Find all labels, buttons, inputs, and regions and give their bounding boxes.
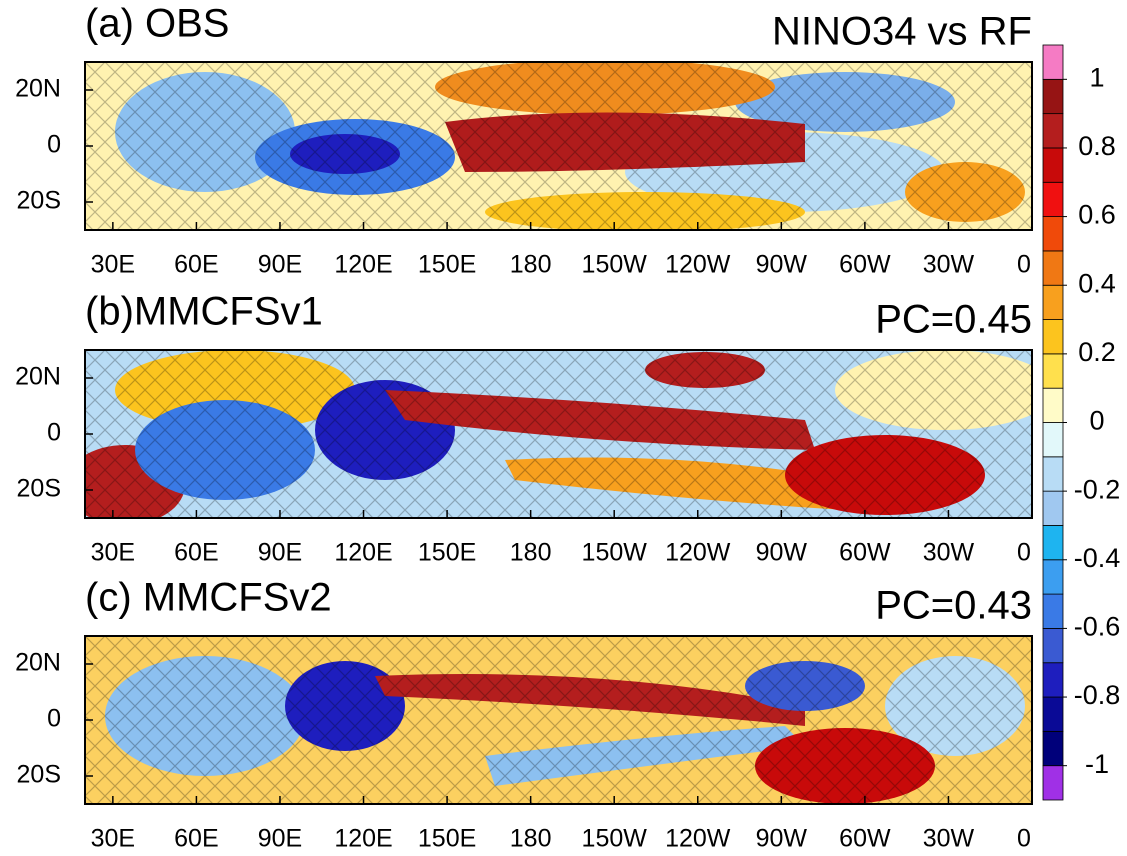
map-field-image	[85, 62, 1032, 230]
colorbar-box	[1042, 147, 1064, 183]
x-tick-label: 120E	[334, 539, 392, 567]
colorbar-box	[1042, 662, 1064, 698]
x-tick-label: 150W	[582, 825, 648, 853]
map-field	[85, 636, 1032, 804]
x-tick-label: 90W	[756, 251, 808, 279]
map-panel: (b)MMCFSv1 PC=0.45 30E 60E 90E 120E 150E 180 150…	[15, 290, 1033, 567]
colorbar-label: 1	[1089, 62, 1104, 92]
x-tick-label: 30E	[91, 825, 135, 853]
colorbar-box	[1042, 353, 1064, 389]
colorbar-box	[1042, 284, 1064, 320]
x-tick-label: 30W	[923, 251, 975, 279]
y-tick-label: 0	[47, 705, 61, 733]
x-tick-label: 0	[1017, 539, 1031, 567]
colorbar-box	[1042, 490, 1064, 526]
map-panel: (a) OBS NINO34 vs RF 30E 60E 90E 120E 150E 180 1…	[15, 2, 1033, 279]
x-tick-label: 180	[510, 825, 552, 853]
y-tick-label: 20S	[17, 475, 61, 503]
x-tick-label: 30E	[91, 539, 135, 567]
colorbar-label: -0.8	[1074, 680, 1121, 710]
colorbar-box	[1042, 78, 1064, 115]
y-tick-label: 20N	[15, 75, 61, 103]
colorbar-box	[1042, 765, 1064, 801]
map-field	[85, 350, 1032, 518]
x-tick-label: 150W	[582, 539, 648, 567]
colorbar-box	[1042, 696, 1064, 732]
colorbar-box	[1042, 44, 1064, 80]
y-tick-label: 0	[47, 419, 61, 447]
colorbar-box	[1042, 559, 1064, 595]
y-tick-label: 20N	[15, 363, 61, 391]
x-tick-label: 120W	[665, 825, 731, 853]
x-tick-label: 30W	[923, 539, 975, 567]
x-tick-label: 30E	[91, 251, 135, 279]
x-tick-label: 90E	[258, 825, 302, 853]
x-tick-label: 150E	[418, 251, 476, 279]
panel-title: (b)MMCFSv1	[85, 290, 323, 334]
x-tick-label: 120W	[665, 251, 731, 279]
colorbar-label: 0.4	[1078, 268, 1116, 298]
x-tick-label: 0	[1017, 251, 1031, 279]
colorbar-label: -0.4	[1074, 543, 1121, 573]
colorbar-box	[1042, 730, 1064, 767]
x-tick-label: 90W	[756, 825, 808, 853]
colorbar-label: -0.2	[1074, 474, 1121, 504]
colorbar-label: -1	[1085, 749, 1109, 779]
panel-title: (c) MMCFSv2	[85, 576, 332, 620]
x-tick-label: 120E	[334, 251, 392, 279]
x-tick-label: 150E	[418, 539, 476, 567]
x-tick-label: 150W	[582, 251, 648, 279]
maps: (a) OBS NINO34 vs RF 30E 60E 90E 120E 150E 180 1…	[15, 2, 1033, 853]
colorbar-box	[1042, 216, 1064, 252]
colorbar-box	[1042, 113, 1064, 149]
y-tick-label: 0	[47, 131, 61, 159]
colorbar-box	[1042, 593, 1064, 629]
x-tick-label: 150E	[418, 825, 476, 853]
colorbar-box	[1042, 387, 1064, 423]
x-tick-label: 90E	[258, 251, 302, 279]
x-tick-label: 120E	[334, 825, 392, 853]
colorbar-box	[1042, 250, 1064, 286]
colorbar-box	[1042, 628, 1064, 664]
colorbar-box	[1042, 319, 1064, 355]
panel-title: (a) OBS	[85, 2, 229, 46]
colorbar: -1 -0.8 -0.6 -0.4 -0.2 0 0.2 0.4 0.6 0.8 1	[1042, 44, 1121, 801]
x-tick-label: 180	[510, 251, 552, 279]
x-tick-label: 90E	[258, 539, 302, 567]
panel-annotation: PC=0.43	[875, 584, 1032, 628]
panel-annotation: NINO34 vs RF	[772, 10, 1032, 54]
map-field	[85, 62, 1032, 230]
map-panel: (c) MMCFSv2 PC=0.43 30E 60E 90E 120E 150E 180 15…	[15, 576, 1033, 853]
x-tick-label: 60E	[174, 825, 218, 853]
x-tick-label: 180	[510, 539, 552, 567]
x-tick-label: 90W	[756, 539, 808, 567]
map-field-image	[85, 636, 1032, 804]
colorbar-box	[1042, 181, 1064, 217]
x-tick-label: 30W	[923, 825, 975, 853]
x-tick-label: 120W	[665, 539, 731, 567]
y-tick-label: 20S	[17, 187, 61, 215]
x-tick-label: 60W	[839, 539, 891, 567]
x-tick-label: 60W	[839, 251, 891, 279]
y-tick-label: 20S	[17, 761, 61, 789]
colorbar-label: 0.2	[1078, 337, 1116, 367]
map-field-image	[85, 350, 1032, 518]
y-tick-label: 20N	[15, 649, 61, 677]
colorbar-box	[1042, 422, 1064, 458]
colorbar-box	[1042, 525, 1064, 561]
panel-annotation: PC=0.45	[875, 298, 1032, 342]
x-tick-label: 60W	[839, 825, 891, 853]
colorbar-label: -0.6	[1074, 612, 1121, 642]
colorbar-label: 0.6	[1078, 200, 1116, 230]
x-tick-label: 60E	[174, 539, 218, 567]
colorbar-label: 0	[1089, 406, 1104, 436]
colorbar-box	[1042, 456, 1064, 492]
colorbar-label: 0.8	[1078, 131, 1116, 161]
x-tick-label: 0	[1017, 825, 1031, 853]
x-tick-label: 60E	[174, 251, 218, 279]
